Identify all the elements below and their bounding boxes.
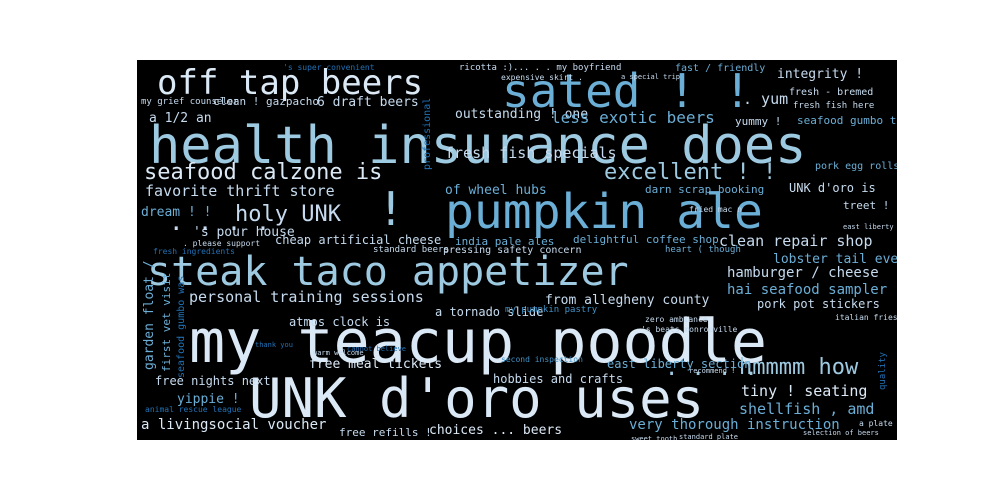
cloud-word: favorite thrift store bbox=[145, 182, 335, 200]
cloud-word: hamburger / cheese bbox=[727, 265, 879, 281]
cloud-word: fresh fish specials bbox=[445, 144, 617, 162]
cloud-word: less exotic beers bbox=[551, 108, 715, 127]
cloud-word: fresh ingredients bbox=[153, 247, 235, 256]
cloud-word: free meal tickets bbox=[309, 357, 443, 372]
cloud-word-vertical: garden float / bbox=[142, 260, 157, 370]
cloud-word: shellfish , amd bbox=[739, 400, 875, 418]
cloud-word: darn scrap booking bbox=[645, 183, 765, 196]
cloud-word: delightful coffee shop bbox=[573, 233, 719, 246]
cloud-word: hai seafood sampler bbox=[727, 282, 888, 298]
cloud-word: animal rescue league bbox=[145, 405, 242, 414]
cloud-word: . . . . bbox=[169, 208, 271, 236]
cloud-word: a tornado slide bbox=[435, 305, 544, 319]
cloud-word-vertical: professional bbox=[422, 97, 433, 170]
cloud-word: atmos clock is bbox=[289, 315, 391, 329]
cloud-word: seafood gumbo to bbox=[797, 114, 897, 127]
cloud-word: personal training sessions bbox=[189, 288, 424, 306]
cloud-word: thank you bbox=[255, 341, 293, 349]
cloud-word: pork egg rolls bbox=[815, 161, 897, 172]
cloud-word: dream ! ! bbox=[141, 205, 212, 220]
cloud-word: excellent ! ! bbox=[604, 160, 777, 185]
cloud-word: choices ... beers bbox=[429, 423, 563, 438]
cloud-word: standard beers bbox=[373, 245, 449, 255]
cloud-word: treet ! bbox=[843, 199, 890, 212]
cloud-word: cannot believe bbox=[347, 345, 407, 353]
cloud-word: my teacup poodle bbox=[189, 307, 767, 377]
cloud-word: zero ambiance bbox=[645, 315, 708, 324]
cloud-word: sated ! ! bbox=[502, 64, 752, 118]
cloud-word: free nights next bbox=[155, 374, 271, 388]
cloud-word: fried mac n bbox=[689, 205, 742, 214]
cloud-word: a special trip bbox=[621, 73, 681, 81]
cloud-word: a livingsocial voucher bbox=[141, 417, 327, 433]
cloud-word: selection of beers bbox=[803, 429, 879, 437]
cloud-word: of wheel hubs bbox=[445, 183, 547, 198]
cloud-word: 's pour house bbox=[193, 225, 295, 240]
cloud-word: yippie ! bbox=[177, 392, 240, 407]
cloud-word: 6 draft beers bbox=[317, 95, 419, 110]
cloud-word: . . . . bbox=[665, 356, 758, 381]
cloud-word: a 1/2 an bbox=[149, 111, 212, 126]
cloud-word: outstanding ! one bbox=[455, 107, 589, 122]
cloud-word: holy UNK bbox=[235, 202, 341, 227]
cloud-word: sweet tooth bbox=[631, 435, 678, 441]
cloud-word: ! bbox=[377, 182, 405, 236]
cloud-word: cheap artificial cheese bbox=[275, 233, 442, 247]
cloud-word: pressing safety concern bbox=[443, 245, 582, 256]
cloud-word: steak taco appetizer bbox=[147, 249, 629, 295]
cloud-word-vertical: first vet visit bbox=[160, 272, 173, 372]
cloud-word-vertical: seafood gumbo was bbox=[176, 275, 187, 378]
cloud-word: my pumpkin pastry bbox=[505, 305, 598, 315]
cloud-word: 's beats monroeville bbox=[641, 325, 738, 334]
cloud-word: hmmmm how bbox=[739, 355, 859, 380]
cloud-word: hobbies and crafts bbox=[493, 372, 624, 386]
cloud-word: fresh fish here bbox=[793, 101, 875, 111]
cloud-word: yummy ! bbox=[735, 115, 782, 128]
cloud-word: east liberty home bbox=[843, 223, 897, 231]
cloud-word: recommend ! ! ... bbox=[689, 367, 761, 375]
cloud-word: india pale ales bbox=[455, 235, 555, 248]
cloud-word: expensive skirt . bbox=[501, 73, 583, 82]
cloud-word: . . . . my boyfriend bbox=[513, 63, 622, 73]
cloud-word: heart ( though bbox=[665, 245, 741, 255]
cloud-word: integrity ! bbox=[777, 67, 864, 82]
cloud-word: warm welcome bbox=[313, 349, 364, 357]
cloud-word: fresh - bremed bbox=[789, 87, 874, 98]
cloud-word: from allegheny county bbox=[545, 293, 710, 308]
cloud-word: 's super convenient bbox=[283, 63, 375, 72]
cloud-word: lobster tail even bbox=[773, 252, 897, 267]
cloud-word: a plate ! bbox=[859, 419, 897, 428]
cloud-word: health insurance does bbox=[149, 116, 807, 176]
cloud-word: my grief counselor bbox=[141, 97, 239, 107]
cloud-word: . please support bbox=[183, 239, 261, 248]
cloud-word: pork pot stickers bbox=[757, 297, 880, 311]
cloud-word: east liberty section bbox=[607, 357, 752, 371]
cloud-word: clean ! gazpacho bbox=[213, 95, 319, 108]
cloud-word: off tap beers bbox=[157, 63, 424, 103]
cloud-word: seafood calzone is bbox=[144, 160, 383, 185]
cloud-word-vertical: quality bbox=[878, 352, 888, 390]
cloud-word: very thorough instruction bbox=[629, 417, 840, 433]
cloud-word: free refills ! bbox=[339, 426, 432, 439]
cloud-word: pumpkin ale bbox=[445, 184, 763, 240]
cloud-word: ricotta :) . bbox=[459, 63, 525, 73]
cloud-word: UNK d'oro uses bbox=[249, 367, 705, 430]
word-cloud: my teacup poodle health insurance does U… bbox=[137, 60, 897, 440]
cloud-word: . yum bbox=[743, 90, 789, 108]
cloud-word: UNK d'oro is bbox=[789, 181, 876, 195]
cloud-word: clean repair shop bbox=[719, 232, 873, 250]
cloud-word: standard plate bbox=[679, 433, 739, 441]
cloud-word: tiny ! seating bbox=[741, 382, 868, 400]
cloud-word: italian fries bbox=[835, 313, 897, 322]
cloud-word: fast / friendly bbox=[675, 63, 766, 74]
cloud-word: second inspection bbox=[501, 355, 583, 364]
